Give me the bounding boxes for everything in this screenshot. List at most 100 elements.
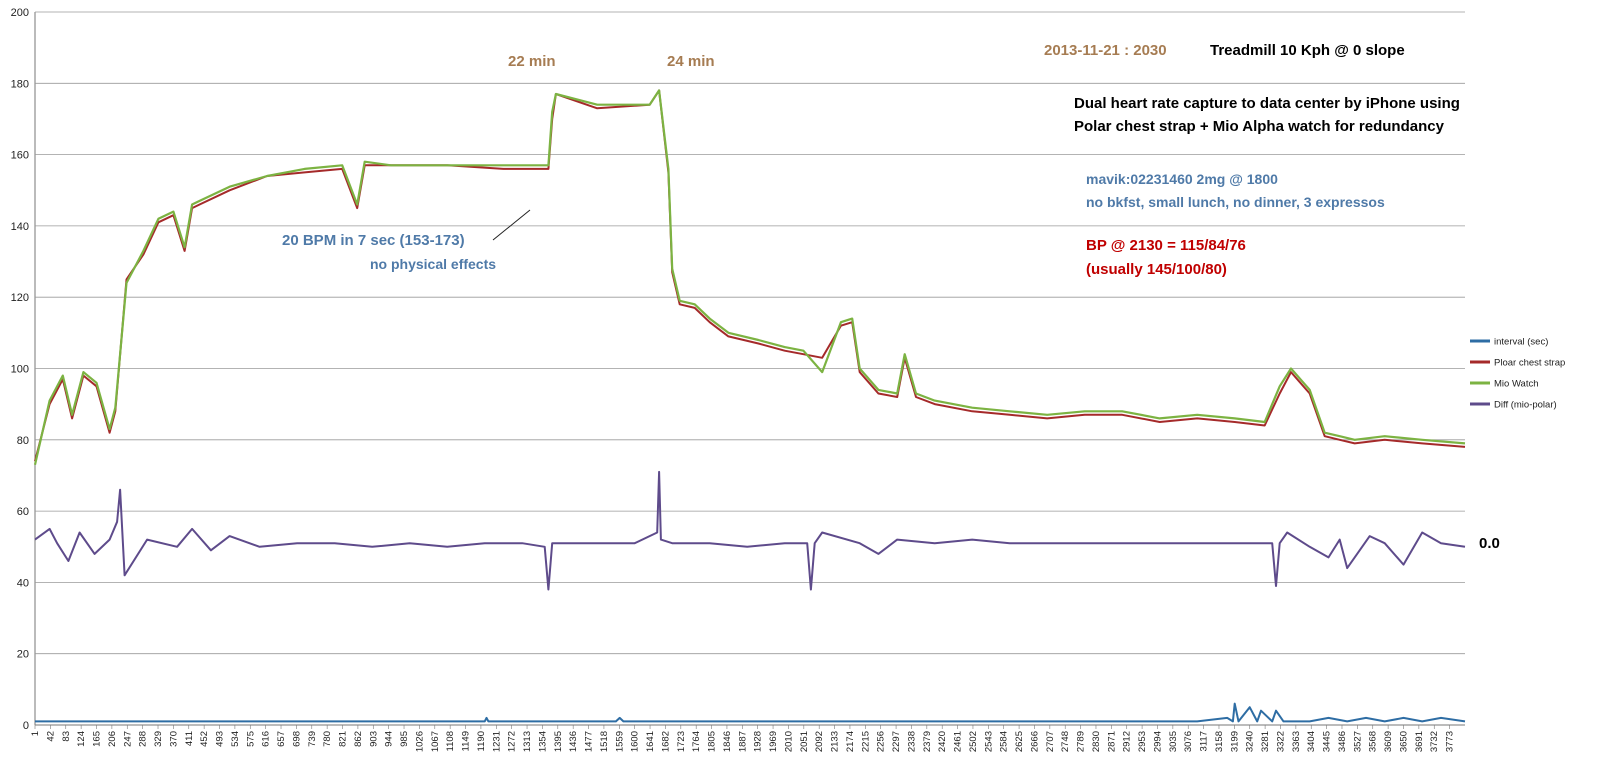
x-tick-label: 247 (122, 731, 133, 747)
x-tick-label: 2543 (983, 731, 994, 752)
x-tick-label: 1723 (676, 731, 687, 752)
x-tick-label: 2707 (1045, 731, 1056, 752)
x-tick-label: 329 (153, 731, 164, 747)
x-tick-label: 1231 (491, 731, 502, 752)
x-tick-label: 985 (399, 731, 410, 747)
x-tick-label: 3486 (1337, 731, 1348, 752)
x-tick-label: 3773 (1445, 731, 1456, 752)
x-tick-label: 3158 (1214, 731, 1225, 752)
x-tick-label: 862 (353, 731, 364, 747)
annotation-mavik: mavik:02231460 2mg @ 1800 (1086, 171, 1278, 187)
x-tick-label: 2625 (1014, 731, 1025, 752)
legend-label-1: interval (sec) (1494, 337, 1548, 348)
x-tick-label: 657 (276, 731, 287, 747)
x-tick-label: 2010 (783, 731, 794, 752)
bpm-pointer-line (492, 209, 531, 241)
x-tick-label: 1108 (445, 731, 456, 751)
y-tick-label: 100 (11, 364, 29, 376)
series-line-1 (35, 702, 1466, 723)
x-tick-label: 2420 (937, 731, 948, 752)
x-tick-label: 698 (291, 731, 302, 747)
x-tick-label: 1477 (584, 731, 595, 752)
x-tick-label: 1436 (568, 731, 579, 752)
annotation-diff-value: 0.0 (1479, 535, 1500, 552)
x-tick-label: 2133 (830, 731, 841, 752)
x-tick-label: 124 (76, 731, 87, 747)
x-tick-label: 3117 (1199, 731, 1210, 751)
series-layer (33, 89, 1466, 723)
x-tick-label: 1 (30, 731, 41, 736)
x-tick-label: 1764 (691, 731, 702, 752)
x-tick-label: 3650 (1398, 731, 1409, 752)
x-tick-label: 165 (92, 731, 103, 747)
x-tick-label: 3568 (1368, 731, 1379, 752)
x-tick-label: 1067 (430, 731, 441, 752)
x-tick-label: 616 (261, 731, 272, 747)
x-tick-label: 3732 (1429, 731, 1440, 752)
y-tick-label: 160 (11, 150, 29, 162)
x-tick-label: 575 (245, 731, 256, 747)
y-tick-label: 0 (23, 720, 29, 732)
x-tick-label: 1190 (476, 731, 487, 751)
y-tick-label: 40 (17, 577, 29, 589)
x-tick-label: 3691 (1414, 731, 1425, 752)
legend-label-2: Ploar chest strap (1494, 358, 1565, 369)
y-tick-label: 60 (17, 506, 29, 518)
x-tick-label: 3322 (1275, 731, 1286, 752)
x-tick-label: 2092 (814, 731, 825, 752)
x-tick-label: 2215 (860, 731, 871, 752)
y-tick-label: 120 (11, 292, 29, 304)
x-tick-label: 3240 (1245, 731, 1256, 752)
y-tick-label: 20 (17, 649, 29, 661)
annotation-22-min: 22 min (508, 53, 556, 70)
legend-label-4: Diff (mio-polar) (1494, 400, 1557, 411)
x-tick-label: 1313 (522, 731, 533, 752)
x-tick-label: 2994 (1152, 731, 1163, 752)
x-tick-label: 2748 (1060, 731, 1071, 752)
x-tick-label: 2871 (1106, 731, 1117, 752)
x-tick-label: 944 (384, 731, 395, 747)
x-tick-label: 1354 (537, 731, 548, 752)
x-tick-label: 2830 (1091, 731, 1102, 752)
series-line-4 (34, 470, 1466, 591)
x-tick-label: 2789 (1076, 731, 1087, 752)
x-tick-label: 2174 (845, 731, 856, 752)
annotation-bp: BP @ 2130 = 115/84/76 (1086, 237, 1246, 254)
x-tick-label: 2953 (1137, 731, 1148, 752)
x-tick-label: 3527 (1352, 731, 1363, 752)
x-tick-label: 1518 (599, 731, 610, 752)
x-tick-label: 2051 (799, 731, 810, 752)
legend: interval (sec) Ploar chest strap Mio Watch… (1470, 337, 1565, 411)
x-tick-label: 83 (61, 731, 72, 742)
x-tick-label: 1846 (722, 731, 733, 752)
x-tick-label: 3076 (1183, 731, 1194, 752)
x-tick-label: 206 (107, 731, 118, 747)
x-tick-label: 739 (307, 731, 318, 747)
x-tick-label: 1969 (768, 731, 779, 752)
x-tick-label: 2584 (999, 731, 1010, 752)
legend-label-3: Mio Watch (1494, 379, 1539, 390)
x-tick-label: 493 (215, 731, 226, 747)
y-axis-ticks: 0 20 40 60 80 100 120 140 160 180 200 (11, 7, 29, 732)
x-tick-label: 1641 (645, 731, 656, 752)
x-tick-label: 2502 (968, 731, 979, 752)
x-axis-ticks: 1 42 83 124 165 206 247 288 329 370 411 452 493 534 57… (30, 725, 1456, 752)
x-tick-label: 1682 (660, 731, 671, 752)
x-tick-label: 3609 (1383, 731, 1394, 752)
series-line-3 (33, 89, 1466, 466)
x-tick-label: 3281 (1260, 731, 1271, 752)
annotation-no-effects: no physical effects (370, 256, 497, 272)
annotation-treadmill: Treadmill 10 Kph @ 0 slope (1210, 42, 1405, 59)
x-tick-label: 370 (168, 731, 179, 747)
x-tick-label: 2379 (922, 731, 933, 752)
x-tick-label: 903 (368, 731, 379, 747)
annotation-bpm-jump: 20 BPM in 7 sec (153-173) (282, 232, 465, 249)
x-tick-label: 3035 (1168, 731, 1179, 752)
x-tick-label: 42 (45, 731, 56, 742)
x-tick-label: 1026 (414, 731, 425, 752)
x-tick-label: 452 (199, 731, 210, 747)
gridlines (34, 11, 1465, 726)
x-tick-label: 2256 (876, 731, 887, 752)
x-tick-label: 2297 (891, 731, 902, 752)
